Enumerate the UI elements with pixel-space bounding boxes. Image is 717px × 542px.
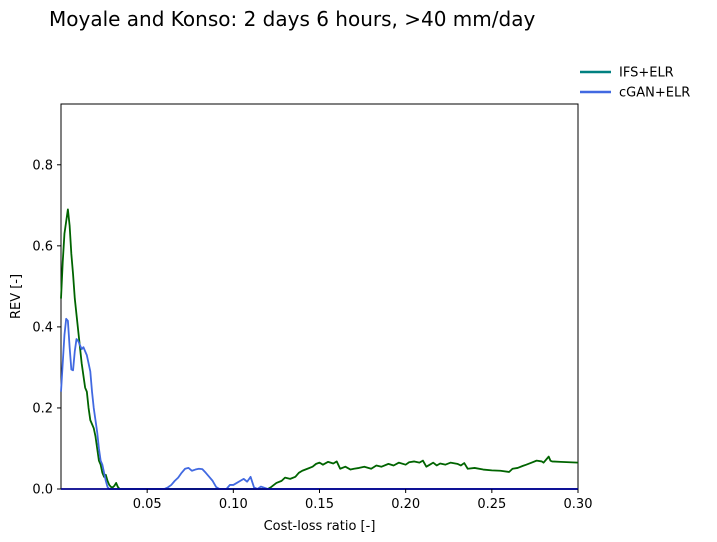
y-tick-label: 0.4: [32, 320, 53, 335]
y-tick-label: 0.2: [32, 401, 53, 416]
legend-label-cgan-elr: cGAN+ELR: [619, 86, 690, 101]
y-tick-label: 0.0: [32, 483, 53, 498]
y-tick-label: 0.8: [32, 158, 53, 173]
y-axis-label: REV [-]: [9, 274, 24, 319]
plot-area: 0.05 0.10 0.15 0.20 0.25 0.30 0.0 0.2 0.4 0.6 0.8: [32, 103, 593, 512]
y-axis: 0.0 0.2 0.4 0.6 0.8: [32, 158, 61, 498]
y-tick-label: 0.6: [32, 239, 53, 254]
legend-label-ifs-elr: IFS+ELR: [619, 66, 674, 81]
series-line-ifs-elr: [60, 208, 579, 490]
plot-frame: [60, 103, 579, 490]
chart-title: Moyale and Konso: 2 days 6 hours, >40 mm…: [49, 7, 535, 31]
x-axis-label: Cost-loss ratio [-]: [264, 519, 376, 534]
x-axis: 0.05 0.10 0.15 0.20 0.25 0.30: [133, 489, 593, 512]
x-tick-label: 0.25: [477, 497, 506, 512]
x-tick-label: 0.05: [133, 497, 162, 512]
x-tick-label: 0.15: [305, 497, 334, 512]
x-tick-label: 0.30: [564, 497, 593, 512]
legend: IFS+ELR cGAN+ELR: [580, 66, 690, 101]
x-tick-label: 0.20: [391, 497, 420, 512]
x-tick-label: 0.10: [219, 497, 248, 512]
